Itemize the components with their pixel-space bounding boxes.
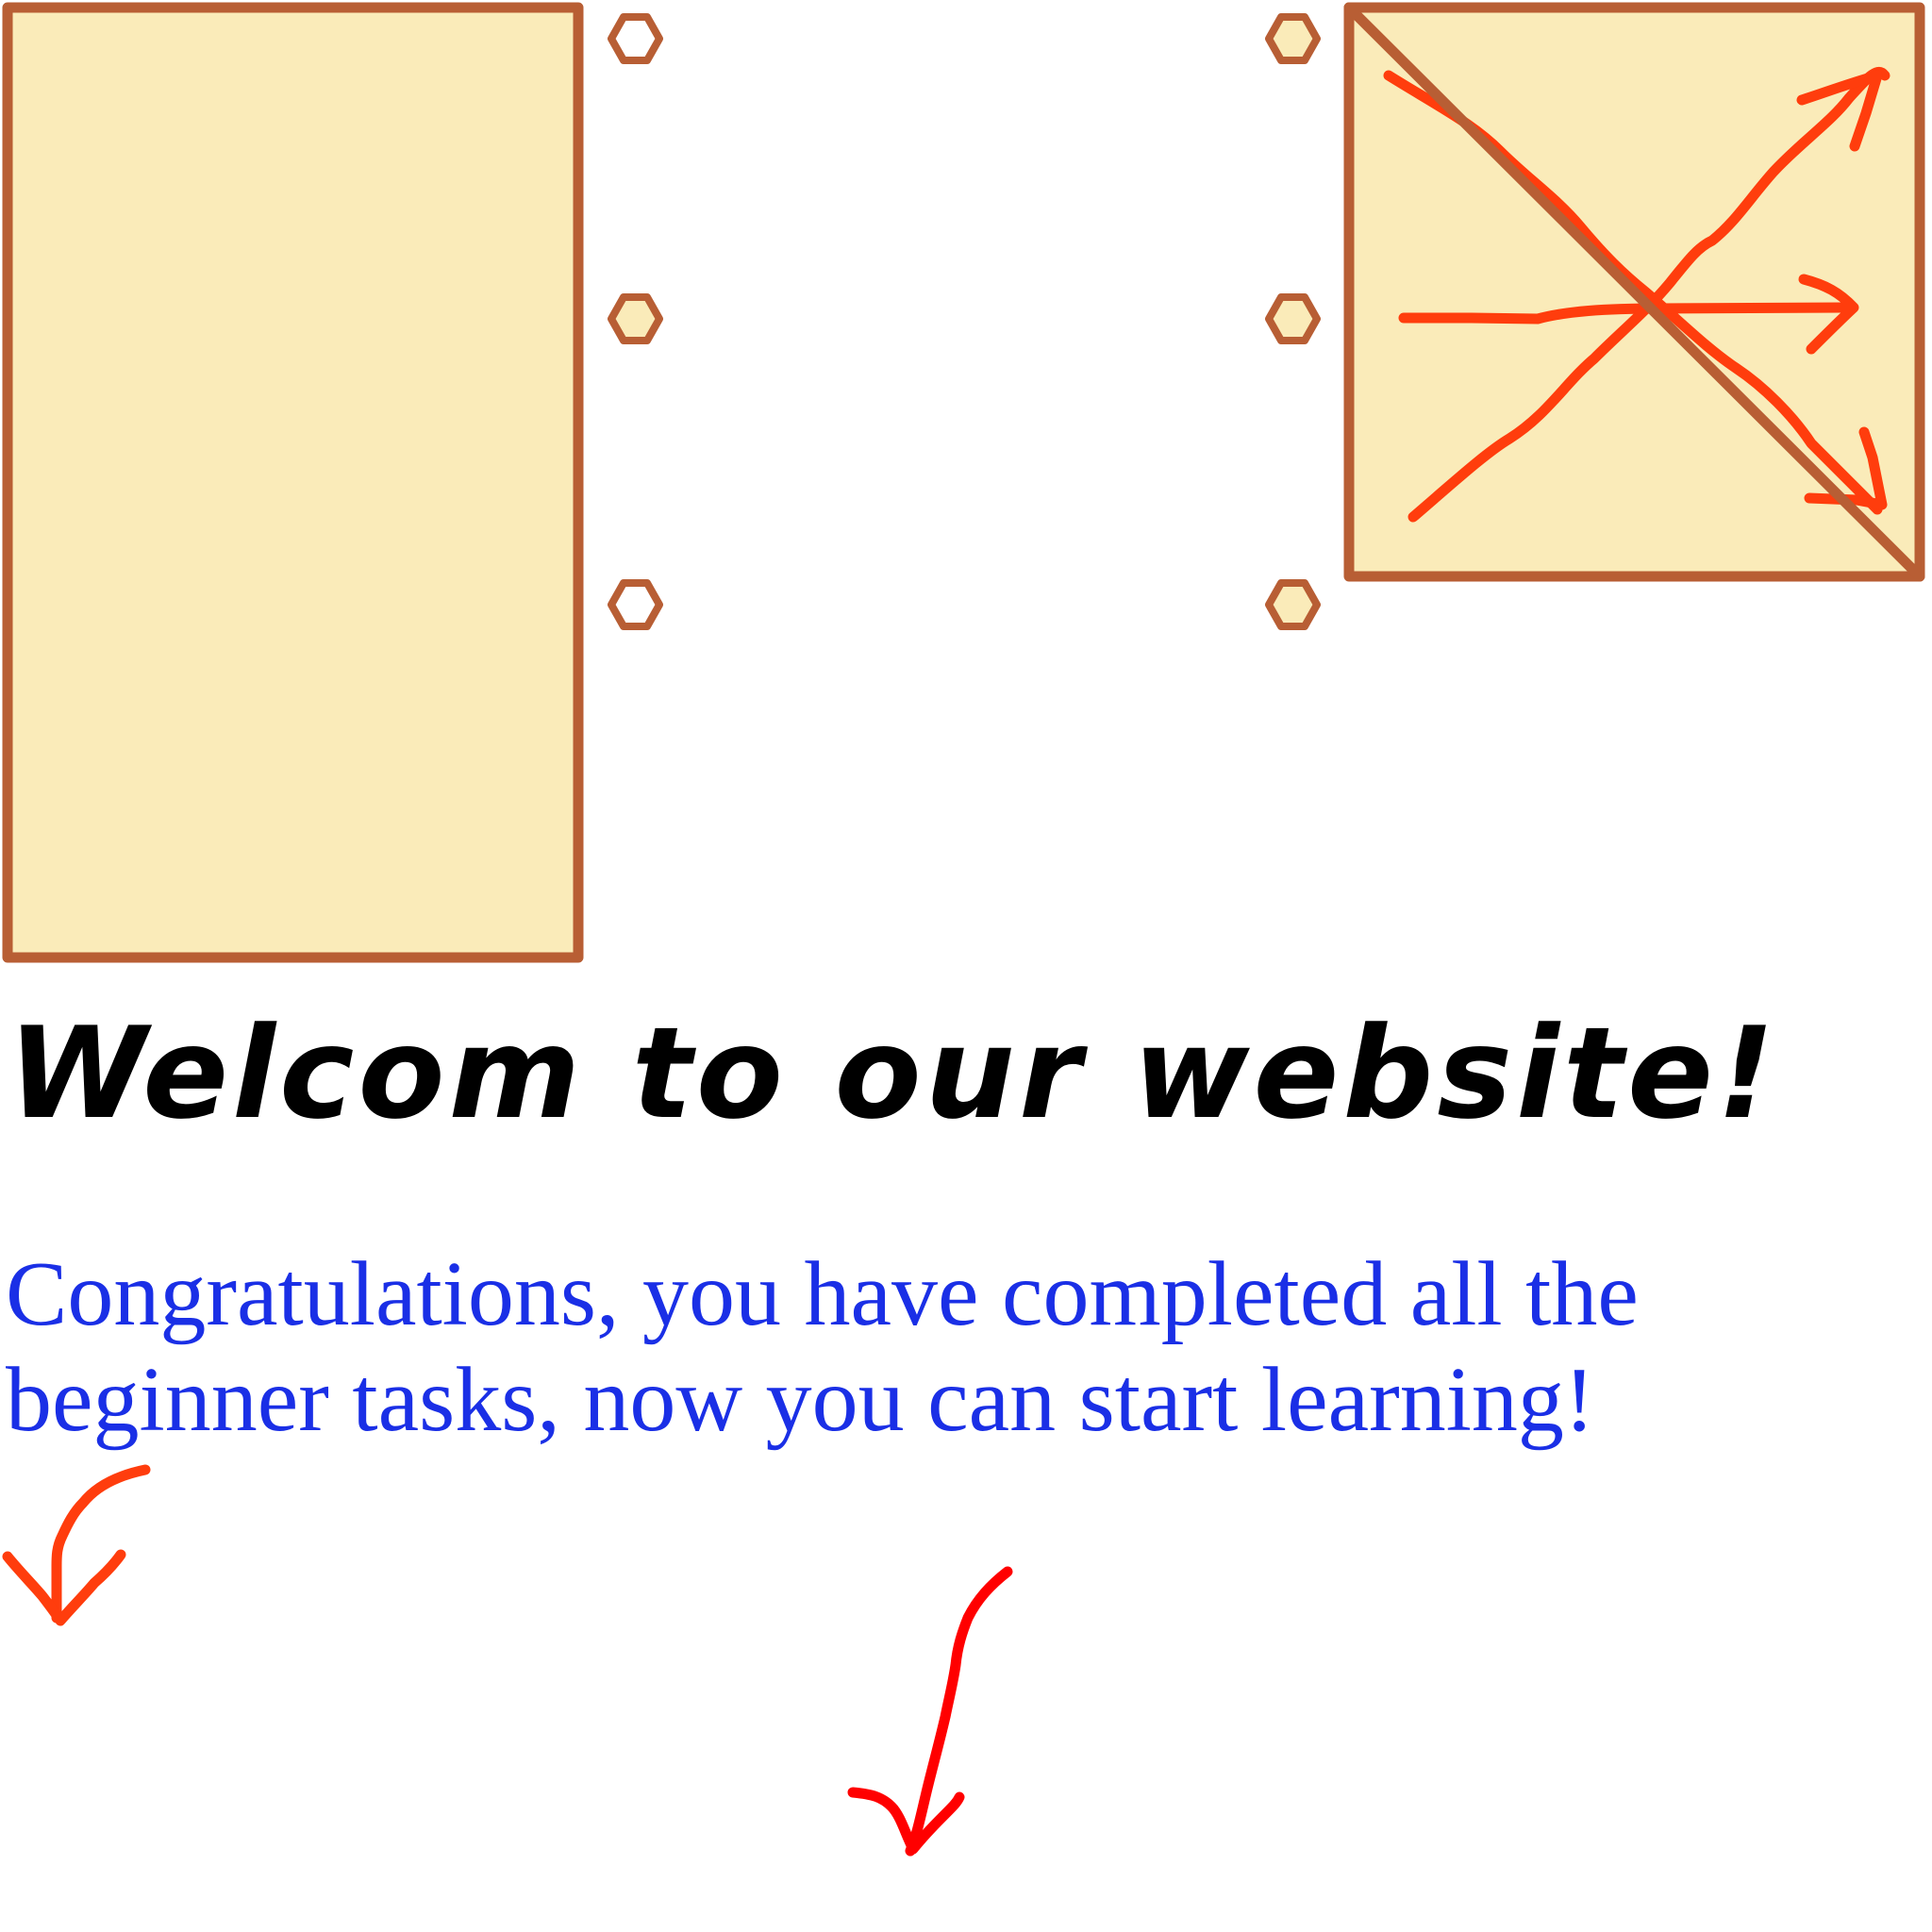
arrow-icon (847, 1566, 1013, 1857)
hexagon-handle-icon[interactable] (608, 579, 663, 630)
hexagon-handle-icon[interactable] (608, 293, 663, 344)
congratulations-message: Congratulations, you have completed all … (6, 1243, 1639, 1451)
hexagon-handle-icon[interactable] (1265, 579, 1321, 630)
diagonal-slash-icon (1343, 2, 1925, 582)
hexagon-handle-icon[interactable] (1265, 293, 1321, 344)
arrow-icon (2, 1464, 151, 1626)
hexagon-handle-icon[interactable] (608, 13, 663, 64)
left-panel (2, 2, 584, 963)
hexagon-handle-icon[interactable] (1265, 13, 1321, 64)
page-title: Welcom to our website! (8, 1000, 1779, 1147)
